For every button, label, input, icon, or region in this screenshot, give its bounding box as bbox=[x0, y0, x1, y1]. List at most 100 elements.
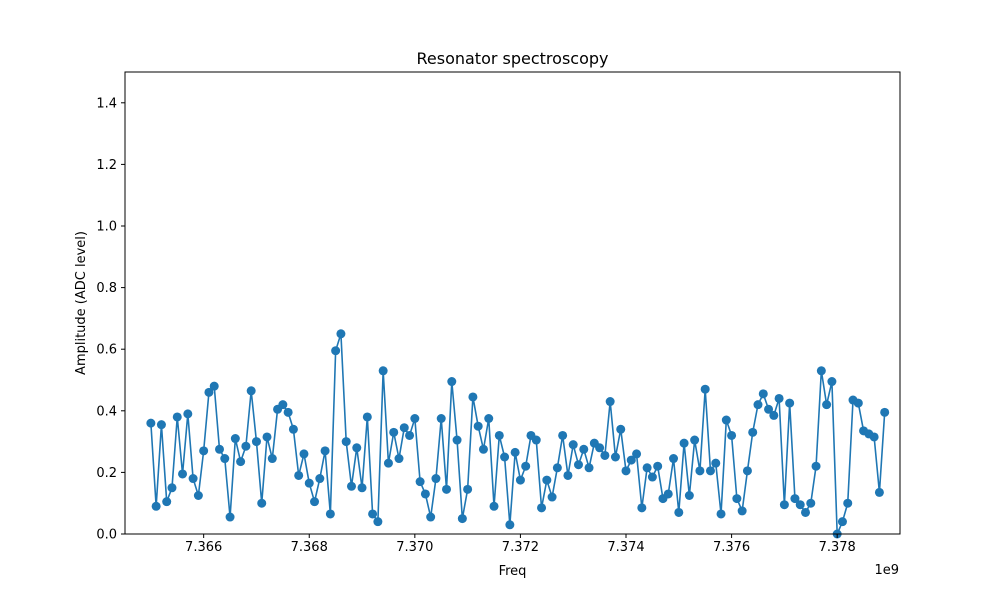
data-point bbox=[563, 470, 573, 480]
chart-title: Resonator spectroscopy bbox=[416, 49, 608, 68]
data-point bbox=[241, 441, 251, 451]
data-point bbox=[637, 503, 647, 513]
data-point bbox=[199, 446, 209, 456]
data-point bbox=[378, 366, 388, 376]
y-axis-label: Amplitude (ADC level) bbox=[74, 231, 89, 375]
data-point bbox=[394, 454, 404, 464]
data-point bbox=[758, 389, 768, 399]
data-point bbox=[420, 489, 430, 499]
data-point bbox=[753, 400, 763, 410]
data-point bbox=[431, 474, 441, 484]
data-point bbox=[341, 437, 351, 447]
data-point bbox=[452, 435, 462, 445]
data-point bbox=[822, 400, 832, 410]
data-point bbox=[542, 475, 552, 485]
data-point bbox=[362, 412, 372, 422]
data-point bbox=[558, 430, 568, 440]
data-point bbox=[727, 430, 737, 440]
y-tick-label: 0.2 bbox=[96, 466, 117, 481]
data-point bbox=[352, 443, 362, 453]
data-point bbox=[595, 443, 605, 453]
x-tick-label: 7.378 bbox=[819, 540, 856, 555]
data-point bbox=[769, 410, 779, 420]
data-point bbox=[568, 440, 578, 450]
data-point bbox=[880, 407, 890, 417]
data-point bbox=[236, 457, 246, 467]
data-point bbox=[774, 393, 784, 403]
data-point bbox=[257, 498, 267, 508]
y-tick-label: 1.4 bbox=[96, 96, 117, 111]
x-tick-label: 7.376 bbox=[713, 540, 750, 555]
data-point bbox=[368, 509, 378, 519]
data-point bbox=[172, 412, 182, 422]
data-point bbox=[325, 509, 335, 519]
data-point bbox=[357, 483, 367, 493]
data-point bbox=[156, 420, 166, 430]
data-point bbox=[331, 346, 341, 356]
x-axis-label: Freq bbox=[499, 564, 527, 579]
data-point bbox=[843, 498, 853, 508]
data-point bbox=[146, 418, 156, 428]
data-point bbox=[584, 463, 594, 473]
data-point bbox=[209, 381, 219, 391]
data-point bbox=[837, 517, 847, 527]
x-tick-label: 7.368 bbox=[291, 540, 328, 555]
data-point bbox=[779, 500, 789, 510]
data-point bbox=[531, 435, 541, 445]
data-point bbox=[573, 460, 583, 470]
plot-area bbox=[146, 329, 890, 539]
data-point bbox=[310, 497, 320, 507]
data-point bbox=[510, 447, 520, 457]
data-point bbox=[816, 366, 826, 376]
data-point bbox=[463, 484, 473, 494]
data-point bbox=[716, 509, 726, 519]
data-point bbox=[315, 474, 325, 484]
y-tick-label: 0.4 bbox=[96, 404, 117, 419]
x-tick-label: 7.372 bbox=[502, 540, 539, 555]
data-point bbox=[547, 492, 557, 502]
data-point bbox=[304, 478, 314, 488]
x-tick-label: 7.366 bbox=[185, 540, 222, 555]
data-point bbox=[690, 435, 700, 445]
data-point bbox=[183, 409, 193, 419]
data-point bbox=[383, 458, 393, 468]
data-point bbox=[827, 377, 837, 387]
data-point bbox=[642, 463, 652, 473]
data-point bbox=[669, 454, 679, 464]
data-point bbox=[410, 414, 420, 423]
plot-frame bbox=[124, 71, 901, 535]
data-point bbox=[515, 475, 525, 485]
data-point bbox=[288, 424, 298, 434]
data-point bbox=[610, 452, 620, 462]
data-point bbox=[811, 461, 821, 471]
data-point bbox=[267, 454, 277, 464]
data-point bbox=[193, 491, 203, 500]
data-point bbox=[790, 494, 800, 504]
data-point bbox=[294, 470, 304, 480]
data-point bbox=[494, 430, 504, 440]
data-point bbox=[478, 444, 488, 454]
data-point bbox=[468, 392, 478, 402]
data-point bbox=[679, 438, 689, 448]
data-point bbox=[505, 520, 515, 530]
data-point bbox=[447, 377, 457, 387]
data-point bbox=[700, 384, 710, 394]
data-point bbox=[262, 432, 272, 442]
data-point bbox=[801, 507, 810, 517]
data-point bbox=[806, 498, 816, 508]
data-point bbox=[399, 423, 409, 433]
x-tick-label: 7.374 bbox=[607, 540, 644, 555]
data-point bbox=[552, 463, 562, 473]
data-point bbox=[684, 491, 694, 500]
data-point bbox=[162, 497, 172, 507]
data-point bbox=[500, 452, 510, 462]
x-axis-offset-label: 1e9 bbox=[874, 563, 899, 578]
data-point bbox=[251, 437, 261, 447]
data-point bbox=[320, 446, 330, 456]
axis-ticks: 7.366 7.368 7.370 7.372 7.374 7.376 7.378 0.0 0.… bbox=[96, 96, 855, 555]
y-tick-label: 0.8 bbox=[96, 281, 117, 296]
data-point bbox=[869, 432, 879, 442]
data-point bbox=[695, 466, 705, 476]
